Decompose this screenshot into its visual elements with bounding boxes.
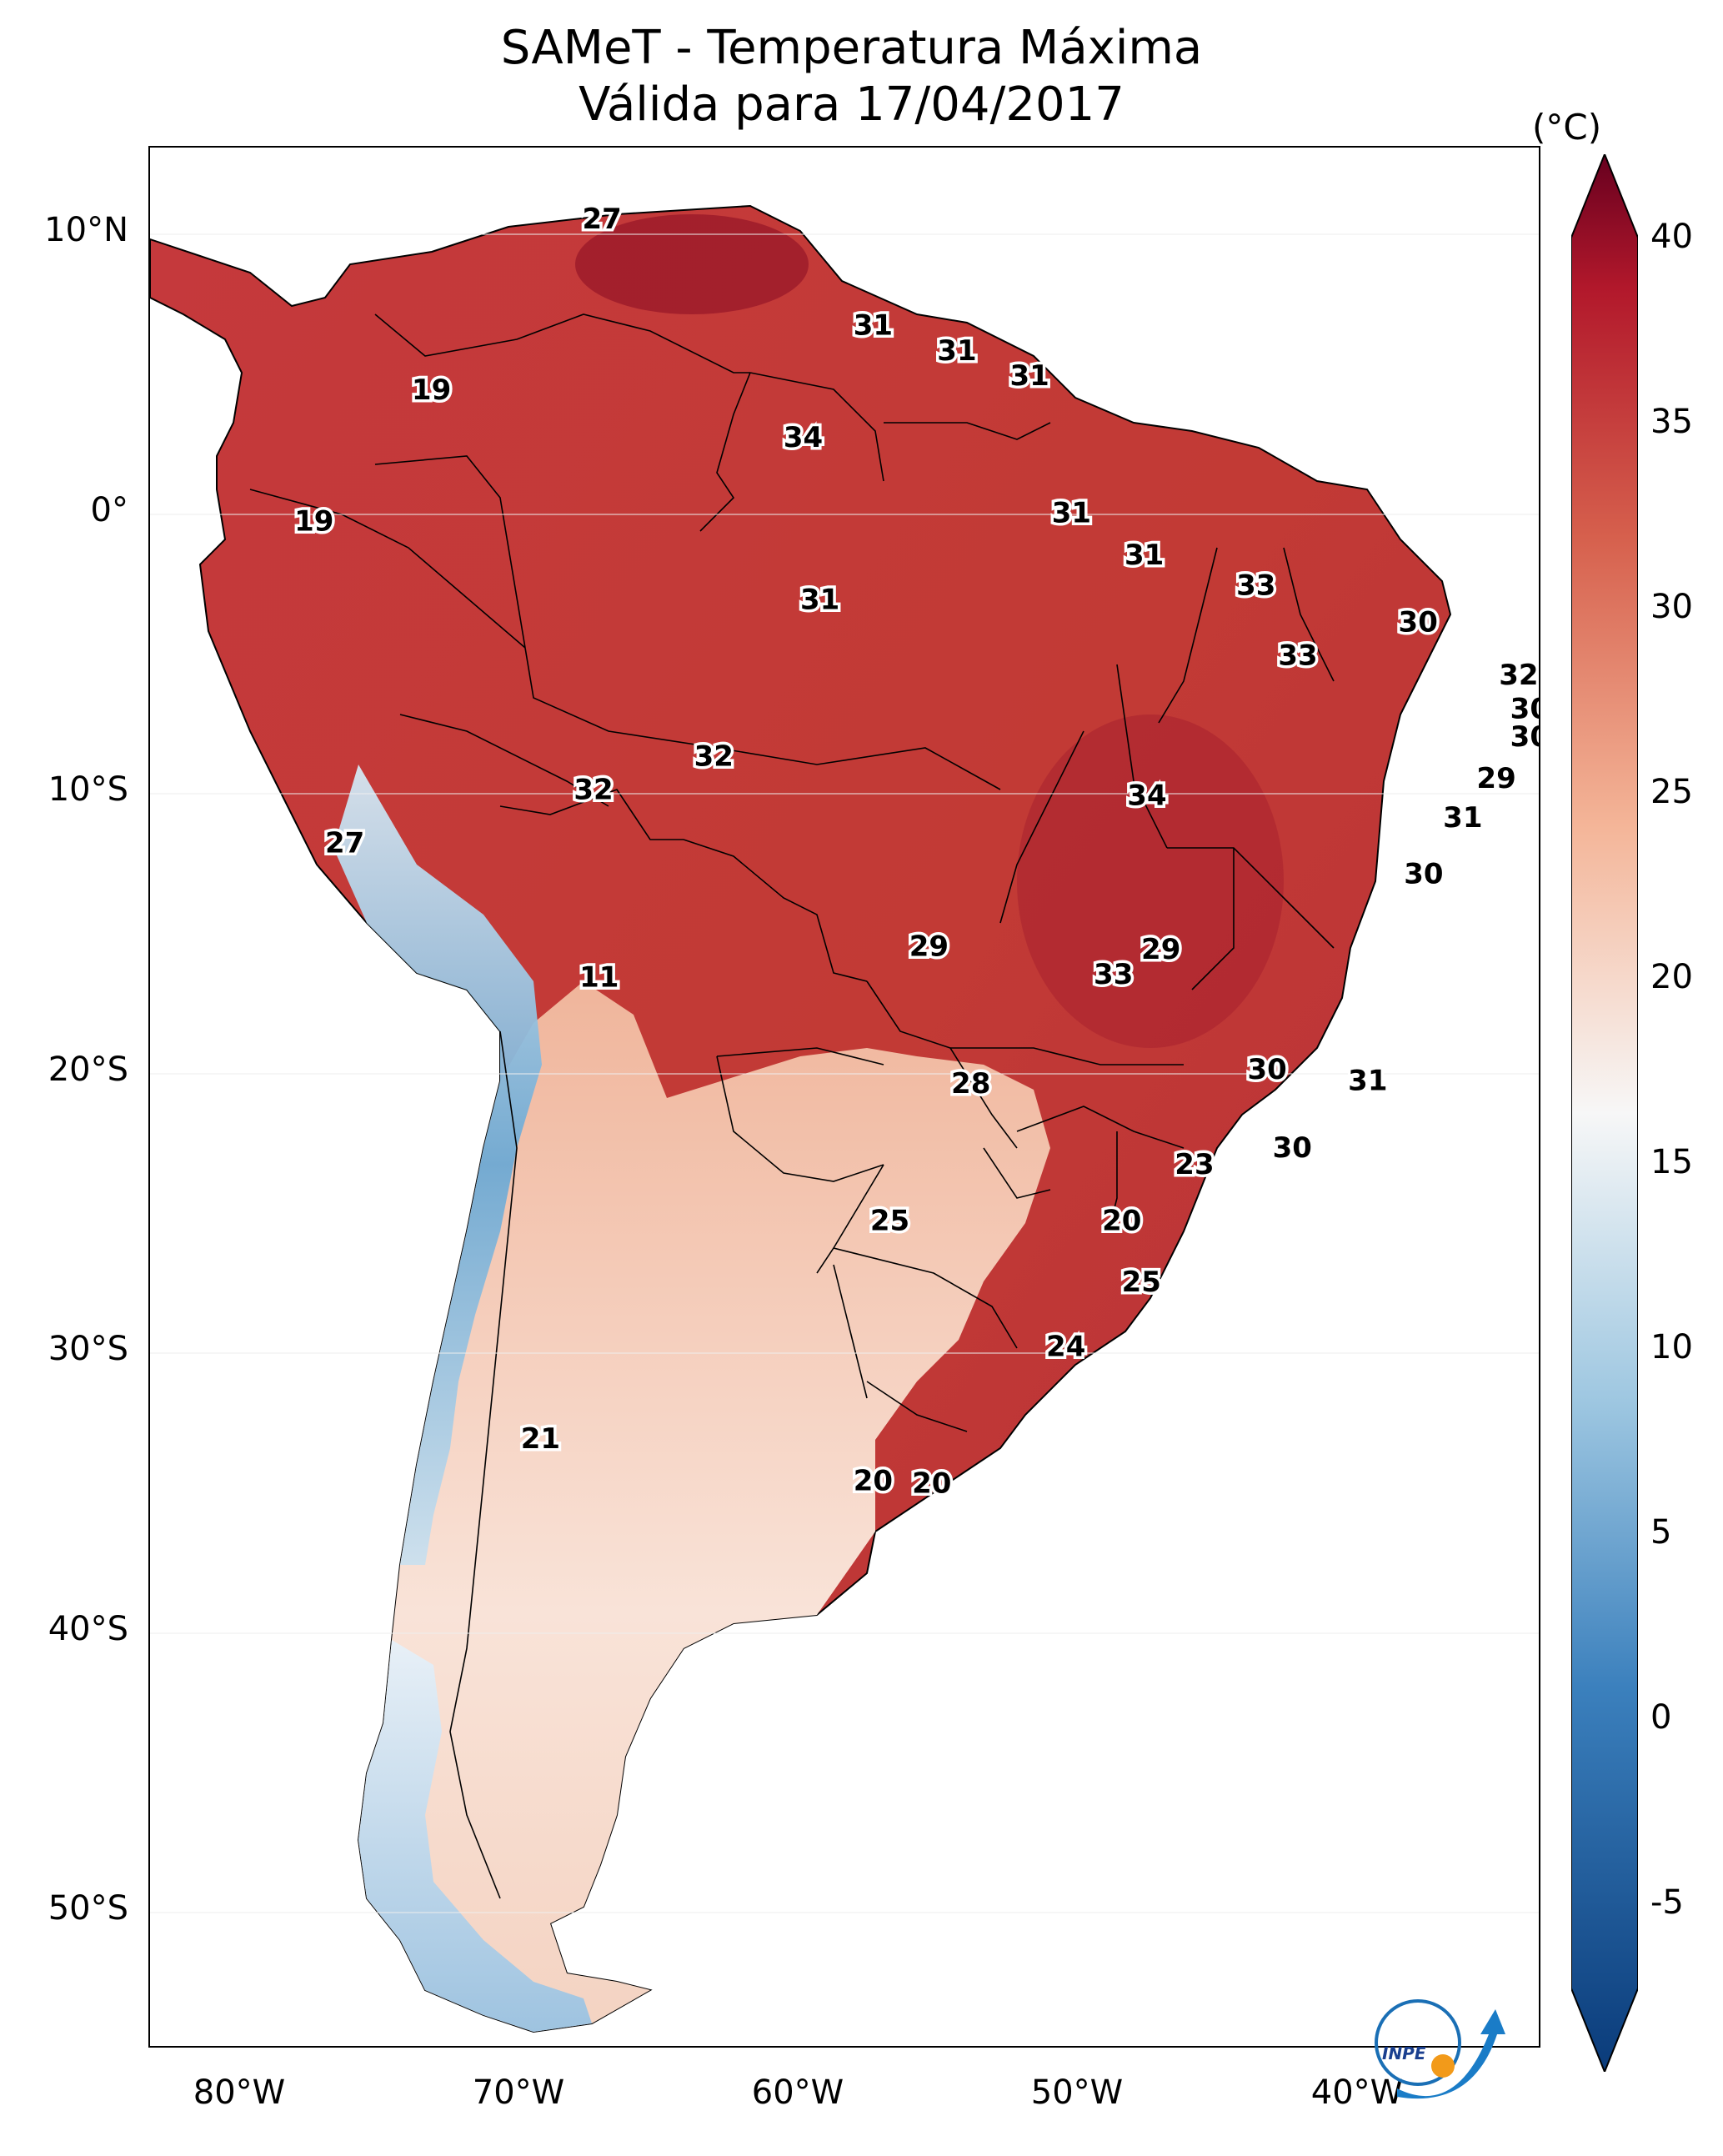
contour-label: 30 bbox=[1404, 857, 1443, 890]
inpe-logo: INPE bbox=[1375, 1999, 1505, 2099]
lon-tick-70W: 70°W bbox=[472, 2073, 565, 2112]
cb-tick-35: 35 bbox=[1650, 403, 1693, 441]
lat-tick-10S: 10°S bbox=[48, 770, 128, 809]
contour-label: 34 bbox=[1127, 779, 1166, 812]
contour-label: 31 bbox=[800, 584, 839, 617]
cb-tick-15: 15 bbox=[1650, 1143, 1693, 1181]
contour-label: 32 bbox=[694, 740, 734, 773]
map-subtitle: Válida para 17/04/2017 bbox=[579, 78, 1124, 132]
contour-label: 31 bbox=[937, 334, 976, 368]
contour-label: 30 bbox=[1247, 1053, 1286, 1086]
contour-label: 29 bbox=[1476, 762, 1515, 795]
contour-label: 31 bbox=[1124, 539, 1164, 572]
contour-label: 29 bbox=[1141, 933, 1180, 966]
lon-tick-80W: 80°W bbox=[193, 2073, 286, 2112]
lat-tick-50S: 50°S bbox=[48, 1889, 128, 1928]
contour-labels: 2731313119341931313133303332303029323234… bbox=[292, 200, 1540, 1503]
contour-label: 32 bbox=[573, 774, 613, 807]
cb-tick-20: 20 bbox=[1650, 958, 1693, 996]
hot-core-center-brazil bbox=[1017, 714, 1284, 1048]
cb-tick-5: 5 bbox=[1650, 1513, 1672, 1552]
contour-label: 31 bbox=[1009, 359, 1049, 393]
contour-label: 31 bbox=[1052, 497, 1091, 530]
contour-label: 31 bbox=[854, 309, 893, 343]
southern-cone-region bbox=[358, 981, 1050, 2032]
contour-label: 27 bbox=[582, 203, 621, 236]
contour-label: 29 bbox=[909, 930, 949, 964]
lat-tick-20S: 20°S bbox=[48, 1050, 128, 1089]
contour-label: 23 bbox=[1175, 1148, 1214, 1181]
patagonia-cool-region bbox=[358, 1640, 592, 2032]
contour-label: 30 bbox=[1273, 1131, 1312, 1165]
lat-tick-30S: 30°S bbox=[48, 1330, 128, 1368]
contour-label: 11 bbox=[579, 960, 619, 994]
cb-tick-10: 10 bbox=[1650, 1328, 1693, 1366]
cb-tick-minus5: -5 bbox=[1650, 1883, 1684, 1922]
contour-label: 19 bbox=[294, 505, 333, 539]
contour-label: 20 bbox=[854, 1464, 893, 1497]
lat-tick-10N: 10°N bbox=[44, 211, 128, 249]
contour-label: 33 bbox=[1094, 958, 1133, 991]
contour-label: 28 bbox=[951, 1067, 990, 1101]
contour-label: 30 bbox=[1399, 605, 1438, 639]
map-panel: 2731313119341931313133303332303029323234… bbox=[148, 146, 1540, 2048]
cb-tick-0: 0 bbox=[1650, 1698, 1672, 1737]
contour-label: 19 bbox=[412, 374, 451, 407]
contour-label: 31 bbox=[1348, 1065, 1387, 1098]
contour-label: 33 bbox=[1236, 569, 1275, 603]
country-borders bbox=[249, 313, 1335, 1899]
contour-label: 21 bbox=[521, 1422, 560, 1456]
colorbar bbox=[1571, 154, 1638, 2072]
contour-label: 31 bbox=[1443, 801, 1482, 835]
contour-label: 27 bbox=[325, 826, 364, 860]
lon-tick-40W: 40°W bbox=[1310, 2073, 1404, 2112]
lon-tick-60W: 60°W bbox=[751, 2073, 844, 2112]
map-title: SAMeT - Temperatura Máxima bbox=[500, 21, 1203, 75]
cb-tick-40: 40 bbox=[1650, 218, 1693, 256]
contour-label: 30 bbox=[1510, 720, 1540, 754]
hot-core-venezuela bbox=[575, 214, 809, 314]
contour-label: 30 bbox=[1510, 692, 1540, 725]
contour-label: 25 bbox=[1122, 1266, 1161, 1299]
andes-cool-band bbox=[333, 765, 542, 1565]
colorbar-units: (°C) bbox=[1532, 107, 1602, 148]
lat-tick-0: 0° bbox=[90, 491, 128, 529]
contour-label: 25 bbox=[870, 1204, 909, 1237]
lat-tick-40S: 40°S bbox=[48, 1610, 128, 1648]
contour-label: 20 bbox=[912, 1467, 951, 1501]
graticule bbox=[150, 233, 1539, 1913]
contour-label: 24 bbox=[1046, 1330, 1085, 1363]
contour-label: 33 bbox=[1278, 639, 1317, 673]
contour-label: 34 bbox=[784, 421, 823, 454]
contour-label: 20 bbox=[1102, 1204, 1141, 1237]
cb-tick-25: 25 bbox=[1650, 773, 1693, 811]
cb-tick-30: 30 bbox=[1650, 588, 1693, 626]
lon-tick-50W: 50°W bbox=[1030, 2073, 1124, 2112]
inpe-logo-text: INPE bbox=[1382, 2043, 1426, 2063]
contour-label: 32 bbox=[1499, 659, 1538, 692]
map-canvas: 2731313119341931313133303332303029323234… bbox=[150, 200, 1540, 2033]
